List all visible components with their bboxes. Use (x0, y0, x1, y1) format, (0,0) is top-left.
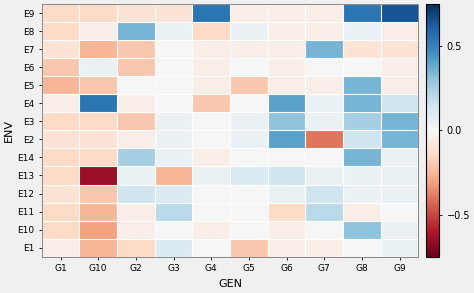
Y-axis label: ENV: ENV (4, 119, 14, 142)
X-axis label: GEN: GEN (218, 279, 242, 289)
